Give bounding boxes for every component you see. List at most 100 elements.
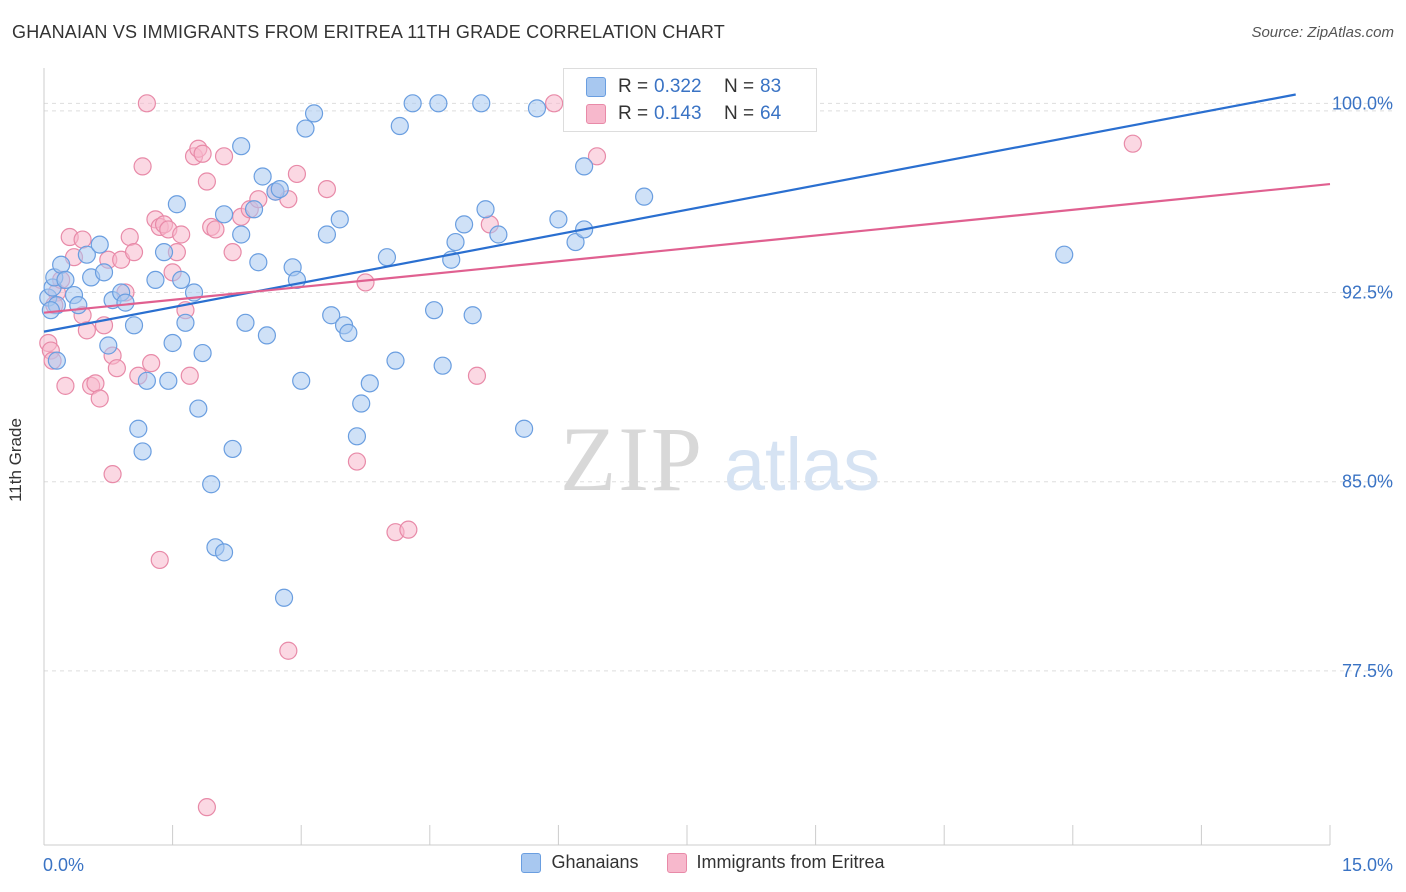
- ghanaian-point: [292, 371, 311, 390]
- ghanaian-point: [137, 371, 156, 390]
- eritrea-point: [587, 147, 607, 166]
- y-tick-label: 100.0%: [1332, 93, 1393, 113]
- eritrea-point: [56, 376, 75, 395]
- ghanaian-point: [176, 313, 195, 332]
- legend-item-ghanaians[interactable]: Ghanaians: [521, 852, 639, 873]
- eritrea-point: [193, 144, 212, 163]
- eritrea-point: [197, 172, 216, 191]
- ghanaian-point: [296, 119, 315, 138]
- ghanaian-point: [202, 475, 221, 494]
- ghanaian-point: [116, 293, 135, 312]
- ghanaian-point: [549, 210, 568, 229]
- ghanaian-point: [1055, 245, 1074, 264]
- ghanaian-point: [377, 248, 397, 267]
- legend-n-label: N =: [724, 76, 755, 97]
- ghanaian-point: [454, 215, 474, 234]
- legend-swatch-blue: [586, 77, 606, 97]
- eritrea-point: [172, 225, 191, 244]
- legend-item-eritrea[interactable]: Immigrants from Eritrea: [666, 852, 885, 873]
- ghanaian-point: [476, 200, 495, 219]
- y-tick-label: 77.5%: [1342, 661, 1393, 681]
- ghanaian-point: [274, 588, 294, 607]
- eritrea-point: [279, 641, 298, 660]
- legend-r-label: R =: [618, 76, 649, 97]
- ghanaian-point: [223, 439, 242, 459]
- ghanaian-point: [69, 296, 88, 315]
- x-tick-label-max: 15.0%: [1342, 855, 1393, 875]
- x-tick-labels: 0.0% 15.0%: [43, 855, 1393, 875]
- ghanaian-point: [94, 263, 114, 282]
- ghanaian-point: [429, 94, 448, 113]
- eritrea-point: [467, 366, 487, 385]
- eritrea-point: [356, 273, 375, 292]
- source-label: Source: ZipAtlas.com: [1251, 24, 1394, 41]
- ghanaian-point: [172, 270, 191, 290]
- ghanaian-point: [154, 243, 174, 262]
- ghanaian-point: [317, 225, 337, 244]
- eritrea-point: [124, 243, 144, 262]
- eritrea-point: [77, 321, 96, 340]
- series-legend: Ghanaians Immigrants from Eritrea: [0, 852, 1406, 873]
- legend-n-value: 64: [760, 103, 782, 124]
- ghanaian-point: [304, 104, 324, 123]
- ghanaian-point: [433, 356, 452, 375]
- axes: [43, 68, 1331, 846]
- legend-row-ghanaians: R = 0.322 N = 83: [586, 74, 781, 100]
- y-tick-labels: 77.5% 85.0% 92.5% 100.0%: [1332, 93, 1393, 681]
- eritrea-trend-line: [43, 182, 1331, 314]
- eritrea-point: [142, 354, 161, 373]
- ghanaian-point: [403, 94, 422, 113]
- legend-label-ghanaians: Ghanaians: [551, 852, 639, 872]
- y-tick-label: 85.0%: [1342, 472, 1393, 492]
- ghanaian-point: [347, 427, 367, 446]
- ghanaian-point: [635, 187, 654, 206]
- eritrea-point: [103, 465, 122, 484]
- legend-label-eritrea: Immigrants from Eritrea: [696, 852, 885, 872]
- ghanaian-point: [253, 167, 272, 186]
- ghanaian-point: [249, 253, 268, 272]
- ghanaian-point: [390, 116, 409, 136]
- watermark-atlas: atlas: [724, 423, 880, 506]
- ghanaian-point: [47, 351, 66, 370]
- eritrea-point: [197, 798, 216, 817]
- ghanaian-point: [330, 210, 349, 229]
- ghanaian-point: [124, 316, 144, 335]
- eritrea-point: [347, 452, 367, 471]
- ghanaian-point: [446, 232, 465, 252]
- ghanaian-point: [463, 306, 482, 325]
- gridlines: [44, 102, 1392, 672]
- ghanaian-point: [575, 157, 594, 176]
- x-tick-label-min: 0.0%: [43, 855, 84, 875]
- ghanaian-point: [472, 94, 491, 113]
- eritrea-point: [73, 230, 92, 249]
- eritrea-point: [545, 94, 564, 113]
- legend-row-eritrea: R = 0.143 N = 64: [586, 101, 781, 127]
- ghanaian-point: [99, 336, 118, 355]
- eritrea-point: [206, 220, 225, 239]
- ghanaian-point: [232, 137, 251, 156]
- ghanaian-point: [566, 232, 585, 252]
- trend-lines: [43, 93, 1331, 333]
- eritrea-point: [133, 157, 152, 176]
- eritrea-point: [223, 243, 242, 262]
- ghanaian-point: [527, 99, 547, 118]
- eritrea-point: [399, 520, 418, 539]
- legend-r-value: 0.143: [654, 103, 702, 124]
- eritrea-point: [90, 389, 109, 408]
- ghanaian-point: [352, 394, 371, 413]
- legend-n-label: N =: [724, 103, 755, 124]
- ghanaian-point: [214, 205, 234, 224]
- legend-r-value: 0.322: [654, 76, 702, 97]
- ghanaian-point: [163, 333, 182, 353]
- ghanaian-point: [214, 543, 234, 562]
- ghanaian-point: [193, 343, 212, 363]
- ghanaian-point: [339, 323, 358, 342]
- eritrea-point: [150, 550, 169, 570]
- ghanaian-point: [189, 399, 208, 418]
- watermark: ZIP atlas: [560, 408, 880, 510]
- ghanaian-point: [270, 179, 289, 199]
- ghanaian-point: [322, 306, 341, 325]
- legend-swatch-pink: [586, 104, 606, 124]
- eritrea-point: [317, 179, 337, 199]
